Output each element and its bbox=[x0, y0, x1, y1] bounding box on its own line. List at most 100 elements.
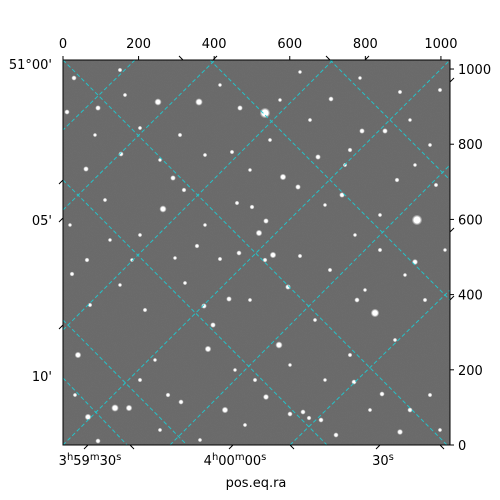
star-core bbox=[261, 109, 269, 117]
left-tick-label: 51°00' bbox=[9, 58, 52, 73]
sky-image bbox=[63, 60, 450, 445]
star-field bbox=[64, 67, 448, 444]
star-core bbox=[268, 138, 272, 142]
star-core bbox=[166, 393, 170, 397]
star-core bbox=[123, 93, 127, 97]
star-core bbox=[73, 393, 77, 397]
star-core bbox=[178, 133, 182, 137]
star-core bbox=[174, 257, 176, 259]
grid-line bbox=[63, 179, 328, 445]
star-core bbox=[257, 231, 261, 235]
bottom-tick bbox=[375, 444, 381, 450]
star-core bbox=[263, 258, 267, 262]
top-tick-label: 0 bbox=[59, 37, 67, 52]
right-tick-label: 400 bbox=[458, 289, 483, 304]
top-tick-label: 600 bbox=[277, 37, 302, 52]
star-core bbox=[160, 206, 166, 212]
bottom-ra-axis: 3h59m30s 4h00m00s 30s bbox=[59, 444, 445, 469]
star-core bbox=[253, 378, 257, 382]
star-core bbox=[196, 99, 202, 105]
star-core bbox=[155, 99, 161, 105]
top-tick-label: 1000 bbox=[424, 37, 457, 52]
star-core bbox=[301, 410, 305, 414]
star-core bbox=[243, 423, 247, 427]
star-core bbox=[138, 233, 142, 237]
star-core bbox=[413, 216, 421, 224]
star-core bbox=[364, 289, 366, 291]
star-core bbox=[118, 68, 122, 72]
star-core bbox=[408, 408, 412, 412]
bottom-tick bbox=[439, 444, 445, 450]
bottom-tick bbox=[289, 444, 295, 450]
top-pixel-axis: 0 200 400 600 800 1000 bbox=[59, 37, 457, 61]
top-grid-tick bbox=[325, 55, 331, 61]
star-core bbox=[211, 323, 215, 327]
star-core bbox=[288, 412, 292, 416]
star-core bbox=[249, 169, 251, 171]
star-core bbox=[378, 248, 382, 252]
star-core bbox=[159, 159, 161, 161]
star-core bbox=[398, 90, 402, 94]
bottom-tick-label: 3h59m30s bbox=[59, 452, 122, 469]
right-tick-label: 1000 bbox=[458, 63, 491, 78]
grid-line bbox=[63, 377, 128, 445]
left-tick bbox=[58, 324, 64, 330]
star-core bbox=[395, 178, 399, 182]
star-core bbox=[328, 268, 332, 272]
left-tick bbox=[58, 217, 64, 223]
star-core bbox=[69, 224, 71, 226]
right-grid-tick bbox=[449, 227, 455, 233]
star-core bbox=[219, 84, 221, 86]
star-core bbox=[238, 106, 242, 110]
left-tick bbox=[58, 179, 64, 185]
grid-line bbox=[63, 60, 136, 131]
star-core bbox=[84, 167, 88, 171]
star-core bbox=[96, 439, 100, 443]
bottom-tick bbox=[129, 444, 135, 450]
star-core bbox=[354, 234, 356, 236]
star-core bbox=[119, 284, 121, 286]
star-core bbox=[195, 244, 199, 248]
star-core bbox=[264, 395, 268, 399]
top-grid-tick bbox=[212, 55, 218, 61]
star-core bbox=[319, 418, 323, 422]
star-core bbox=[360, 129, 364, 133]
x-axis-title: pos.eq.ra bbox=[226, 476, 287, 491]
grid-line bbox=[329, 60, 450, 181]
right-grid-tick bbox=[449, 295, 455, 301]
star-core bbox=[296, 185, 300, 189]
star-core bbox=[223, 408, 227, 412]
star-core bbox=[235, 201, 239, 205]
star-core bbox=[203, 153, 207, 157]
star-core bbox=[158, 428, 162, 432]
star-core bbox=[271, 253, 275, 257]
star-core bbox=[85, 258, 89, 262]
plot-frame bbox=[62, 59, 451, 446]
star-core bbox=[179, 400, 183, 404]
coordinate-grid bbox=[63, 60, 450, 445]
star-core bbox=[143, 308, 147, 312]
star-core bbox=[324, 204, 326, 206]
star-core bbox=[138, 126, 142, 130]
star-core bbox=[237, 251, 241, 255]
star-core bbox=[352, 380, 356, 384]
star-core bbox=[428, 393, 432, 397]
star-core bbox=[250, 205, 254, 209]
star-core bbox=[182, 188, 186, 192]
star-core bbox=[380, 392, 384, 396]
star-core bbox=[127, 406, 131, 410]
bottom-tick bbox=[228, 444, 234, 450]
star-core bbox=[324, 379, 326, 381]
right-grid-tick bbox=[449, 77, 455, 83]
star-core bbox=[234, 369, 236, 371]
star-core bbox=[428, 143, 432, 147]
star-core bbox=[171, 176, 175, 180]
star-core bbox=[276, 342, 282, 348]
grid-line bbox=[63, 60, 216, 211]
right-tick-label: 0 bbox=[458, 439, 466, 454]
star-core bbox=[298, 254, 302, 258]
star-core bbox=[368, 408, 372, 412]
left-tick-label: 10' bbox=[32, 370, 52, 385]
star-core bbox=[281, 175, 285, 179]
top-grid-tick bbox=[178, 55, 184, 61]
